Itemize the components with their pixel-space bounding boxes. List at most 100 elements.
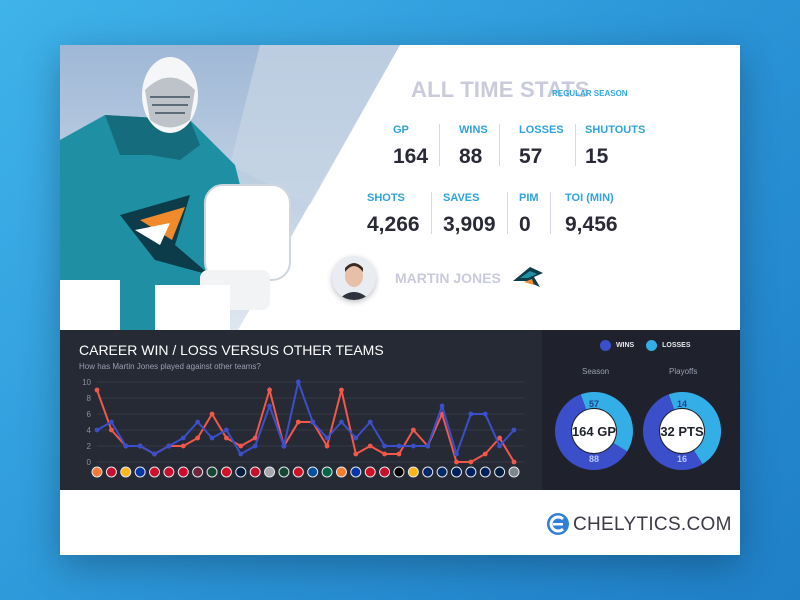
stat-losses: LOSSES 57 [519, 124, 576, 169]
donut-panel: 164 GP 57 88 32 PTS 14 16 [542, 330, 740, 490]
data-point [511, 427, 517, 433]
data-point [367, 443, 373, 449]
stat-shutouts: SHUTOUTS 15 [585, 124, 645, 169]
data-point [310, 419, 316, 425]
data-point [209, 435, 215, 441]
team-logo-icon [508, 466, 520, 478]
team-logo-icon [364, 466, 376, 478]
stat-value: 9,456 [565, 213, 618, 236]
team-logo-icon [321, 466, 333, 478]
brand-name[interactable]: CHELYTICS.COM [573, 514, 732, 535]
stat-label: WINS [459, 124, 488, 136]
data-point [439, 403, 445, 409]
legend-wins-swatch [600, 340, 611, 351]
donut-value-label: 57 [589, 399, 599, 409]
donut-charts: 164 GP 57 88 32 PTS 14 16 [555, 392, 721, 471]
data-point [468, 459, 474, 465]
team-logo-icon [465, 466, 477, 478]
team-logo-icon [220, 466, 232, 478]
team-logo-icon [379, 466, 391, 478]
data-point [295, 379, 301, 385]
stat-label: SAVES [443, 192, 480, 204]
data-point [339, 387, 344, 393]
data-point [454, 451, 459, 457]
data-point [252, 435, 258, 441]
legend-wins-label: WINS [615, 342, 635, 349]
data-point [180, 435, 186, 441]
legend-losses-label: LOSSES [662, 342, 691, 349]
data-point [353, 435, 359, 441]
data-point [152, 451, 157, 457]
data-point [497, 435, 503, 441]
win-loss-line-chart: 0 2 4 6 8 10 [82, 378, 524, 478]
y-tick-label: 0 [87, 458, 92, 467]
hero-section: ALL TIME STATS REGULAR SEASON GP 164 WIN… [60, 45, 740, 330]
data-point [267, 387, 272, 393]
stat-wins: WINS 88 [459, 124, 500, 169]
player-photo [60, 45, 400, 330]
donut-slice [555, 392, 633, 471]
stat-value: 88 [459, 145, 483, 168]
team-logo-icon [479, 466, 491, 478]
data-point [252, 443, 258, 449]
team-logo-icon [134, 466, 146, 478]
data-point [482, 411, 488, 417]
donut-value-label: 14 [677, 399, 687, 409]
player-avatar[interactable] [332, 256, 376, 300]
data-point [410, 443, 416, 449]
chelytics-logo-icon[interactable] [546, 512, 570, 536]
data-point [410, 427, 416, 433]
data-point [238, 443, 244, 449]
data-point [468, 411, 474, 417]
stat-gp: GP 164 [393, 124, 441, 169]
chart-panel: CAREER WIN / LOSS VERSUS OTHER TEAMS How… [60, 330, 740, 490]
stat-label: PIM [519, 192, 539, 204]
team-logo-icon [422, 466, 434, 478]
team-logo-icon [436, 466, 448, 478]
data-point [396, 443, 402, 449]
data-point [224, 427, 229, 433]
data-point [209, 411, 215, 417]
stat-value: 164 [393, 145, 429, 168]
stat-toi: TOI (MIN) 9,456 [565, 192, 618, 237]
data-point [396, 451, 402, 457]
data-point [482, 451, 488, 457]
data-point [108, 427, 114, 433]
data-point [195, 419, 201, 425]
y-tick-label: 4 [87, 426, 92, 435]
team-logo-icon [264, 466, 276, 478]
y-tick-label: 6 [87, 410, 92, 419]
team-logo-icon [235, 466, 247, 478]
stat-value: 4,266 [367, 213, 420, 236]
y-tick-label: 10 [82, 378, 91, 387]
data-point [324, 443, 330, 449]
donut-center-label: 164 GP [572, 424, 616, 439]
data-point [497, 443, 503, 449]
team-logo-icon [292, 466, 304, 478]
team-logo-icon [177, 466, 189, 478]
data-point [295, 419, 301, 425]
team-logo-icon [105, 466, 117, 478]
avatar-portrait [338, 263, 370, 300]
data-point [454, 459, 459, 465]
team-logo-icon [450, 466, 462, 478]
stat-value: 15 [585, 145, 609, 168]
stat-value: 0 [519, 213, 531, 236]
data-point [281, 443, 287, 449]
team-logo-icon [494, 466, 506, 478]
team-logo-icon [91, 466, 103, 478]
y-tick-label: 8 [87, 394, 92, 403]
y-tick-label: 2 [87, 442, 92, 451]
team-logo-icon [249, 466, 261, 478]
team-logo-icon [307, 466, 319, 478]
team-logo-icon [163, 466, 175, 478]
stats-subtitle: REGULAR SEASON [552, 89, 628, 98]
data-point [339, 419, 344, 425]
data-point [123, 443, 129, 449]
legend: WINS LOSSES [600, 340, 691, 351]
data-point [195, 435, 201, 441]
data-point [367, 419, 373, 425]
stat-saves: SAVES 3,909 [443, 192, 508, 237]
data-point [511, 459, 517, 465]
donut-center-label: 32 PTS [660, 424, 704, 439]
